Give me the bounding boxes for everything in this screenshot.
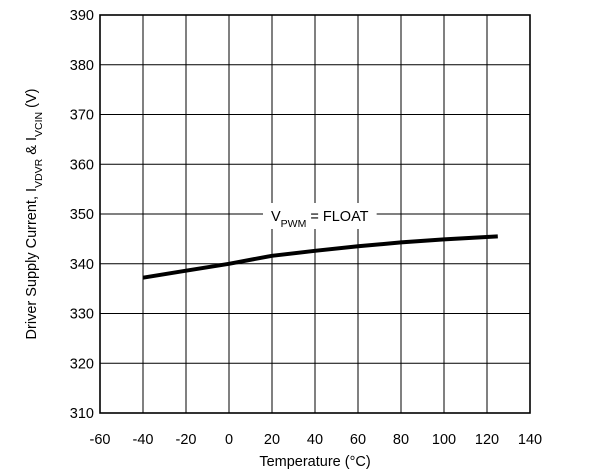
- x-tick-label: -20: [176, 432, 197, 448]
- y-tick-label: 330: [70, 307, 94, 323]
- x-tick-label: 140: [518, 432, 542, 448]
- x-tick-label: 60: [350, 432, 366, 448]
- y-tick-labels: 310 320 330 340 350 360 370 380 390: [70, 8, 94, 422]
- plot-frame: [99, 14, 531, 414]
- y-tick-label: 380: [70, 58, 94, 74]
- x-tick-label: 0: [225, 432, 233, 448]
- x-tick-label: 40: [307, 432, 323, 448]
- x-tick-label: 80: [393, 432, 409, 448]
- y-tick-label: 370: [70, 108, 94, 124]
- annotation-label: VPWM = FLOAT: [271, 209, 369, 230]
- y-tick-label: 340: [70, 257, 94, 273]
- x-tick-labels: -60 -40 -20 0 20 40 60 80 100 120 140: [90, 432, 543, 448]
- y-tick-label: 360: [70, 157, 94, 173]
- x-tick-label: -40: [133, 432, 154, 448]
- x-tick-label: 20: [264, 432, 280, 448]
- y-tick-label: 350: [70, 207, 94, 223]
- annotation-background: [263, 203, 377, 229]
- annotation-layer: VPWM = FLOAT: [263, 203, 377, 230]
- y-axis-title: Driver Supply Current, IVDVR & IVCIN (V): [24, 89, 45, 340]
- series-layer: [142, 234, 498, 280]
- y-tick-label: 310: [70, 406, 94, 422]
- series-line: [142, 234, 498, 280]
- x-tick-label: 120: [475, 432, 499, 448]
- x-tick-label: 100: [432, 432, 456, 448]
- y-tick-label: 320: [70, 356, 94, 372]
- x-tick-label: -60: [90, 432, 111, 448]
- x-axis-title: Temperature (°C): [259, 454, 370, 470]
- y-tick-label: 390: [70, 8, 94, 24]
